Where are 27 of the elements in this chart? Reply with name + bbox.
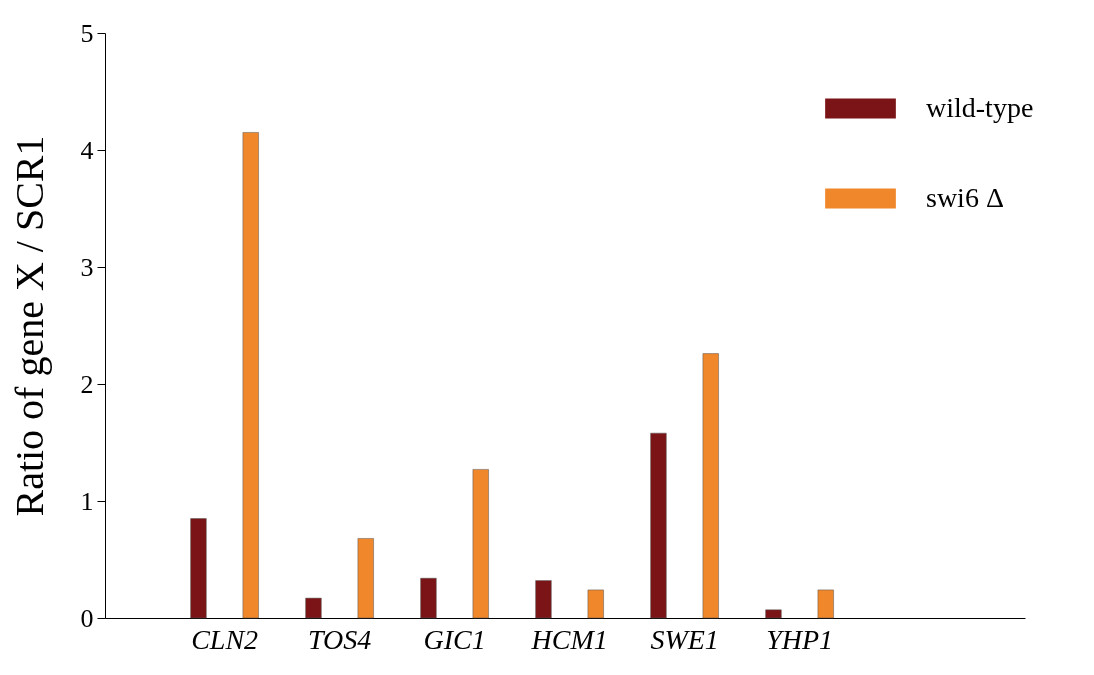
bar — [357, 538, 374, 619]
bar — [765, 609, 782, 619]
legend-label: swi6 Δ — [926, 181, 1004, 213]
y-tick-label: 4 — [80, 135, 94, 165]
y-tick-label: 1 — [80, 486, 94, 516]
y-tick-label: 5 — [80, 18, 94, 48]
bar — [702, 353, 719, 619]
x-tick-label: TOS4 — [307, 623, 372, 655]
x-tick-label: HCM1 — [530, 623, 608, 655]
bar — [587, 589, 604, 619]
x-tick-label: GIC1 — [423, 623, 486, 655]
y-tick-label: 0 — [80, 603, 94, 633]
bar — [420, 577, 437, 619]
bar — [472, 469, 489, 619]
y-axis-title: Ratio of gene X / SCR1 — [6, 135, 52, 517]
bar — [650, 432, 667, 619]
bar — [535, 580, 552, 619]
bar — [817, 589, 834, 619]
x-tick-label: SWE1 — [650, 623, 719, 655]
legend-label: wild-type — [926, 91, 1034, 123]
bar — [242, 132, 259, 619]
bar — [305, 597, 322, 619]
bar — [190, 518, 207, 619]
y-tick-label: 3 — [80, 252, 94, 282]
x-tick-label: YHP1 — [766, 623, 834, 655]
x-tick-label: CLN2 — [191, 623, 259, 655]
y-tick-label: 2 — [80, 369, 94, 399]
